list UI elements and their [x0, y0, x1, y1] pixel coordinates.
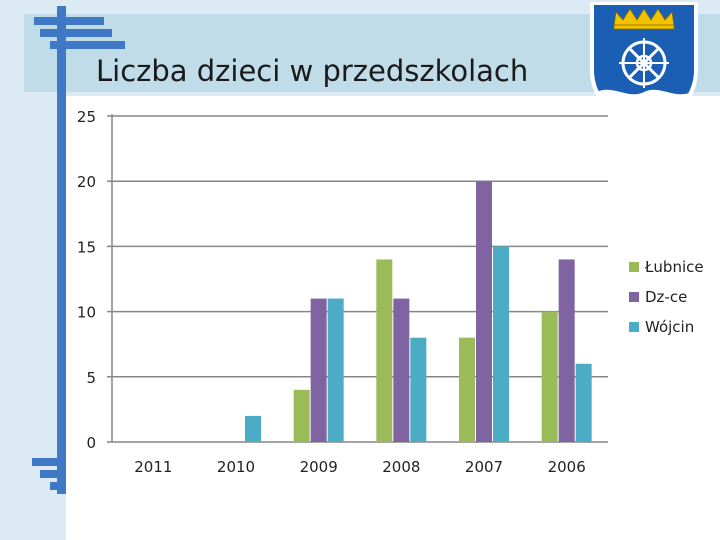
legend-swatch	[629, 262, 639, 272]
y-tick-label: 15	[77, 238, 96, 256]
crown-icon	[613, 8, 675, 30]
bar-2009-3	[327, 298, 344, 442]
deco-bar	[50, 41, 125, 49]
legend-item-dz-ce: Dz-ce	[629, 282, 704, 312]
bar-2006-1	[541, 311, 558, 442]
y-tick-label: 20	[77, 173, 96, 191]
bar-2009-1	[293, 389, 310, 442]
bar-2009-2	[310, 298, 327, 442]
bar-2008-2	[393, 298, 410, 442]
x-tick-label: 2006	[548, 458, 586, 476]
legend-label: Łubnice	[645, 258, 704, 276]
chart-legend: Łubnice Dz-ce Wójcin	[629, 252, 704, 342]
legend-item-lubnice: Łubnice	[629, 252, 704, 282]
y-tick-label: 25	[77, 108, 96, 126]
legend-item-wojcin: Wójcin	[629, 312, 704, 342]
legend-label: Dz-ce	[645, 288, 688, 306]
bar-2007-1	[459, 337, 475, 442]
slide-title: Liczba dzieci w przedszkolach	[96, 54, 529, 88]
bar-2006-2	[558, 259, 575, 442]
chart-panel: 0 5 10 15 20 25 2011 2010 2009 2008 2007 2006	[66, 96, 720, 540]
vertical-pole	[57, 6, 66, 494]
bar-2008-1	[376, 259, 393, 442]
x-tick-label: 2011	[134, 458, 172, 476]
bar-2008-3	[410, 337, 427, 442]
legend-swatch	[629, 322, 639, 332]
deco-bar	[40, 29, 112, 37]
y-tick-label: 5	[86, 369, 96, 387]
legend-swatch	[629, 292, 639, 302]
mill-wheel-icon	[619, 38, 669, 88]
deco-bar	[34, 17, 104, 25]
bar-2010-3	[245, 415, 261, 442]
legend-label: Wójcin	[645, 318, 695, 336]
x-tick-label: 2007	[465, 458, 503, 476]
y-tick-label: 10	[77, 304, 96, 322]
bar-2007-2	[476, 181, 492, 442]
x-tick-label: 2009	[300, 458, 338, 476]
x-tick-label: 2010	[217, 458, 255, 476]
y-tick-label: 0	[86, 434, 96, 452]
bar-2007-3	[493, 246, 509, 442]
bar-chart: 0 5 10 15 20 25 2011 2010 2009 2008 2007 2006	[77, 108, 608, 476]
bar-2006-3	[575, 363, 592, 442]
x-tick-label: 2008	[382, 458, 420, 476]
